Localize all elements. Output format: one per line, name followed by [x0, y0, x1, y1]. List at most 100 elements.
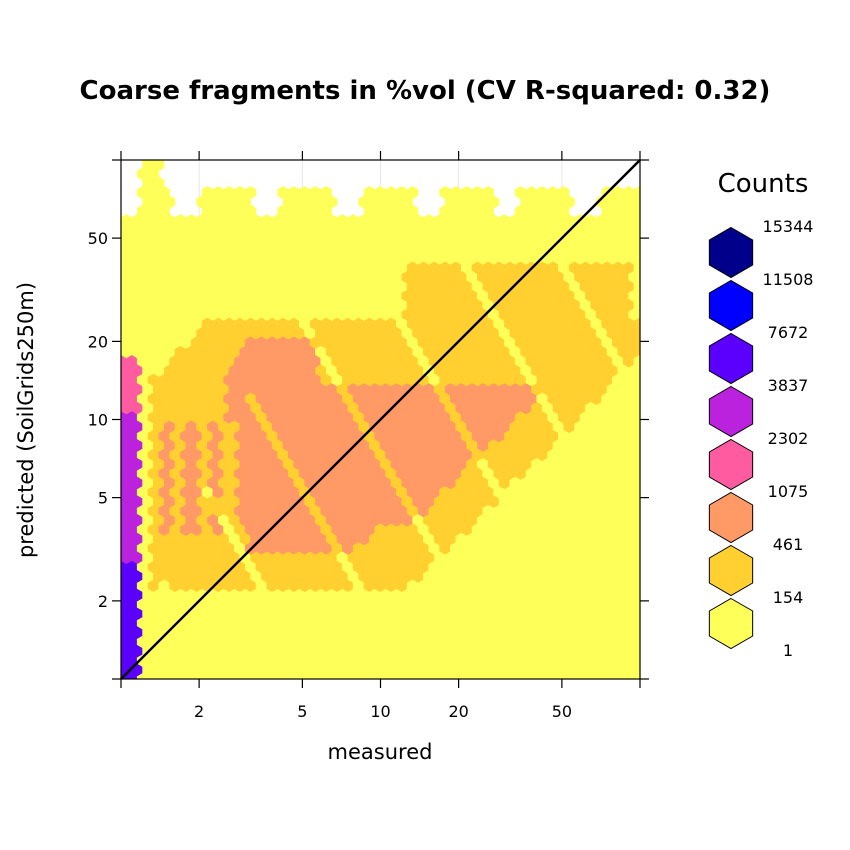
hexbin-cell: [121, 572, 122, 580]
hexbin-cell: [105, 635, 116, 647]
hexbin-cell: [363, 186, 376, 200]
hexbin-cell: [121, 479, 122, 487]
hexbin-cell: [639, 216, 640, 225]
hexbin-cell: [359, 682, 370, 694]
legend-swatch: [708, 226, 754, 279]
hexbin-cell: [391, 682, 402, 694]
hexbin-cell: [121, 366, 122, 374]
hexbin-cell: [645, 186, 656, 198]
hexbin-cell: [105, 280, 116, 292]
hexbin-cell: [347, 214, 359, 228]
hexbin-cell: [423, 214, 435, 228]
hexbin-cell: [105, 542, 116, 554]
hexbin-cell: [639, 665, 640, 674]
one-to-one-line: [120, 159, 641, 680]
hexbin-cell: [121, 666, 122, 674]
hexbin-cell: [639, 534, 640, 543]
hexbin-cell: [645, 504, 656, 516]
hexbin-cell: [288, 186, 300, 200]
hexbin-cell: [121, 497, 122, 505]
hexbin-cell: [326, 682, 337, 694]
hexbin-cell: [645, 224, 656, 236]
x-tick-label: 2: [194, 702, 204, 721]
legend-swatch: [708, 544, 754, 597]
hexbin-cell: [618, 682, 629, 694]
hexbin-cell: [547, 186, 559, 200]
x-tick-label: 5: [297, 702, 307, 721]
hexbin-cell: [244, 186, 257, 200]
hexbin-cell: [639, 682, 650, 694]
hexbin-cell: [234, 186, 246, 200]
hexbin-cell: [385, 186, 397, 200]
hexbin-cell: [434, 682, 445, 694]
hexbin-cell: [645, 617, 656, 629]
hexbin-cell: [197, 682, 208, 694]
hexbin-cell: [186, 682, 197, 694]
hexbin-cell: [445, 682, 456, 694]
hexbin-cell: [521, 682, 532, 694]
hexbin-cell: [639, 591, 640, 599]
hexbin-cell: [105, 373, 116, 385]
hexbin-cell: [105, 299, 116, 311]
hexbin-cell: [645, 336, 656, 348]
hexbin-cell: [575, 682, 586, 694]
hexbin-cell: [645, 392, 656, 404]
hexbin-cell: [639, 441, 640, 449]
hexbin-cell: [105, 467, 116, 479]
legend-label: 7672: [768, 323, 809, 342]
hexbin-cell: [639, 460, 640, 468]
hexbin-cell: [396, 186, 408, 200]
hexbin-cell: [585, 214, 597, 228]
hexbin-cell: [121, 310, 122, 318]
hexbin-cell: [105, 448, 116, 460]
legend-swatch: [708, 438, 754, 491]
hexbin-cell: [525, 186, 538, 200]
hexbin-cell: [645, 542, 656, 554]
hexbin-cell: [336, 214, 349, 228]
x-tick-label: 20: [448, 702, 468, 721]
legend-swatch: [708, 279, 754, 332]
hexbin-cell: [639, 553, 640, 562]
hexbin-cell: [261, 682, 272, 694]
hexbin-cell: [498, 214, 511, 228]
legend-swatch: [708, 597, 754, 650]
hexbin-cell: [121, 385, 122, 393]
hexbin-cell: [645, 448, 656, 460]
legend-swatch: [708, 491, 754, 544]
hexbin-cell: [283, 682, 294, 694]
legend-label: 461: [773, 535, 804, 554]
hexbin-cell: [645, 654, 656, 666]
hexbin-cell: [467, 682, 478, 694]
y-tick-label: 10: [88, 411, 108, 430]
hexbin-cell: [348, 682, 359, 694]
hexbin-cell: [482, 186, 494, 200]
hexbin-cell: [645, 523, 656, 535]
hexbin-cell: [121, 404, 122, 412]
y-axis-ticks: 2 5 10 20 50: [88, 159, 649, 680]
hexbin-cell: [645, 261, 656, 273]
hexbin-cell: [542, 682, 553, 694]
hexbin-cell: [309, 186, 322, 200]
hexbin-cell: [531, 682, 542, 694]
hexbin-cell: [471, 186, 484, 200]
hexbin-cell: [121, 628, 122, 636]
hexbin-cell: [374, 186, 386, 200]
hexbin-cell: [488, 682, 499, 694]
y-tick-label: 5: [98, 489, 108, 508]
hexbin-cell: [406, 186, 419, 200]
hexbin-cell: [121, 348, 122, 356]
hexbin-cell: [639, 310, 640, 319]
hexbin-cell: [121, 610, 122, 617]
legend-title: Counts: [718, 169, 809, 199]
hexbin-cell: [121, 423, 122, 430]
hexbin-cell: [121, 553, 122, 561]
y-axis-label: predicted (SoilGrids250m): [14, 282, 38, 558]
hexbin-cell: [499, 682, 510, 694]
hexbin-cell: [536, 186, 548, 200]
hexbin-cell: [121, 535, 122, 543]
hexbin-cell: [639, 478, 640, 487]
hexbin-cell: [645, 355, 656, 367]
hexbin-cell: [315, 682, 326, 694]
legend-label: 1: [783, 641, 793, 660]
hexbin-cell: [460, 186, 473, 200]
